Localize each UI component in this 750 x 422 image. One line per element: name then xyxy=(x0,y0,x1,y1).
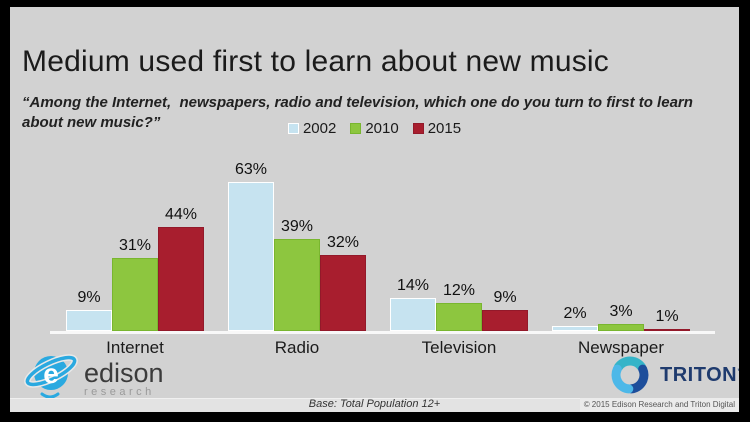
triton-name-text: TRITON xyxy=(660,364,738,386)
legend-swatch-2002 xyxy=(287,123,299,134)
edison-research-logo: e edison research xyxy=(24,345,164,410)
bar-cell-2002-internet: 9% xyxy=(66,289,112,331)
bar-group-newspaper: 2% 3% 1% xyxy=(552,303,690,331)
bar-2002-newspaper xyxy=(552,326,598,331)
copyright-text: © 2015 Edison Research and Triton Digita… xyxy=(579,398,739,412)
legend-item-2010: 2010 xyxy=(350,120,399,137)
bar-group-internet: 9% 31% 44% xyxy=(66,206,204,331)
page-title: Medium used first to learn about new mus… xyxy=(22,45,609,78)
bar-cell-2015-television: 9% xyxy=(482,289,528,331)
triton-wordmark: TRITON™ xyxy=(660,364,739,387)
category-label-internet: Internet xyxy=(106,338,164,357)
bar-value-label: 63% xyxy=(234,161,268,178)
bar-value-label: 3% xyxy=(609,303,633,320)
footer-strip xyxy=(10,398,739,412)
bar-cell-2010-television: 12% xyxy=(436,282,482,331)
bar-group-radio: 63% 39% 32% xyxy=(228,161,366,331)
legend-label-2015: 2015 xyxy=(427,120,462,137)
legend-item-2002: 2002 xyxy=(287,120,337,137)
bar-2010-internet xyxy=(112,258,158,331)
slide: Medium used first to learn about new mus… xyxy=(10,7,739,412)
bar-cell-2015-internet: 44% xyxy=(158,206,204,331)
bar-cell-2002-newspaper: 2% xyxy=(552,305,598,331)
category-label-radio: Radio xyxy=(274,338,320,357)
bar-cell-2002-television: 14% xyxy=(390,277,436,331)
bar-cell-2010-internet: 31% xyxy=(112,237,158,331)
bar-2002-radio xyxy=(228,182,274,331)
category-label-television: Television xyxy=(421,338,497,357)
bar-cell-2002-radio: 63% xyxy=(228,161,274,331)
bar-cell-2015-radio: 32% xyxy=(320,234,366,331)
bar-cell-2010-radio: 39% xyxy=(274,218,320,331)
edison-planet-icon: e xyxy=(24,345,82,410)
bar-2002-internet xyxy=(66,310,112,331)
bar-2015-newspaper xyxy=(644,329,690,331)
bar-value-label: 31% xyxy=(118,237,152,254)
bar-2010-television xyxy=(436,303,482,331)
bar-2015-radio xyxy=(320,255,366,331)
triton-swirl-icon xyxy=(606,351,654,404)
bar-cell-2010-newspaper: 3% xyxy=(598,303,644,331)
bar-2015-internet xyxy=(158,227,204,331)
chart-legend: 2002 2010 2015 xyxy=(10,120,739,137)
edison-name-text: edison xyxy=(84,358,164,388)
x-axis-line xyxy=(50,331,715,334)
triton-digital-logo: TRITON™ xyxy=(606,351,739,404)
bar-group-television: 14% 12% 9% xyxy=(390,277,528,331)
legend-label-2002: 2002 xyxy=(302,120,337,137)
triton-trademark-symbol: ™ xyxy=(737,368,739,375)
bar-value-label: 39% xyxy=(280,218,314,235)
bar-value-label: 44% xyxy=(164,206,198,223)
bar-2002-television xyxy=(390,298,436,331)
bar-value-label: 14% xyxy=(396,277,430,294)
bar-value-label: 32% xyxy=(326,234,360,251)
bar-2010-radio xyxy=(274,239,320,331)
edison-wordmark: edison research xyxy=(84,358,164,398)
bar-value-label: 2% xyxy=(563,305,587,322)
legend-swatch-2015 xyxy=(412,123,424,134)
bar-value-label: 1% xyxy=(655,308,679,325)
bar-2015-television xyxy=(482,310,528,331)
base-population-note: Base: Total Population 12+ xyxy=(308,398,441,410)
survey-question-subtitle: “Among the Internet, newspapers, radio a… xyxy=(22,94,693,132)
category-label-newspaper: Newspaper xyxy=(578,338,664,357)
bar-value-label: 9% xyxy=(77,289,101,306)
legend-item-2015: 2015 xyxy=(412,120,462,137)
legend-label-2010: 2010 xyxy=(365,120,399,137)
bar-2010-newspaper xyxy=(598,324,644,331)
edison-research-text: research xyxy=(84,385,155,398)
bar-value-label: 12% xyxy=(442,282,476,299)
svg-text:e: e xyxy=(43,358,59,389)
bar-value-label: 9% xyxy=(493,289,517,306)
legend-swatch-2010 xyxy=(350,123,362,134)
bar-cell-2015-newspaper: 1% xyxy=(644,308,690,331)
